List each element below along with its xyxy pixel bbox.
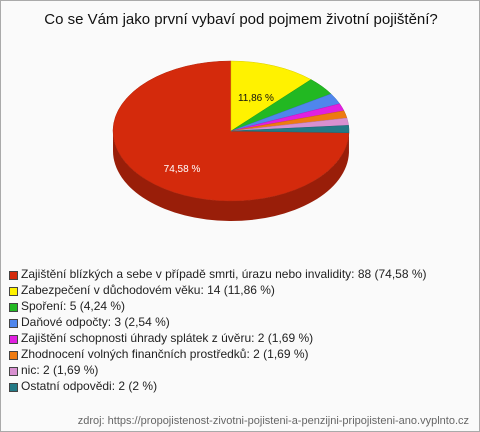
legend-swatch [9,383,18,392]
legend-swatch [9,271,18,280]
legend-swatch [9,319,18,328]
slice [230,125,350,134]
legend-swatch [9,351,18,360]
legend-item: Zabezpečení v důchodovém věku: 14 (11,86… [9,283,469,298]
legend-label: Daňové odpočty: 3 (2,54 %) [21,315,170,329]
chart-title: Co se Vám jako první vybaví pod pojmem ž… [44,11,438,28]
legend-label: Zajištění schopnosti úhrady splátek z úv… [21,331,314,345]
legend-label: Zhodnocení volných finančních prostředků… [21,347,309,361]
pie-area: Co se Vám jako první vybaví pod pojmem ž… [44,11,438,222]
slice-side [112,131,349,222]
legend-swatch [9,303,18,312]
legend-item: Ostatní odpovědi: 2 (2 %) [9,379,469,394]
slice [230,60,312,132]
legend-item: nic: 2 (1,69 %) [9,363,469,378]
data-label: 74,58 % [164,164,201,175]
legend: Zajištění blízkých a sebe v případě smrt… [9,267,469,395]
legend-item: Spoření: 5 (4,24 %) [9,299,469,314]
legend-item: Zajištění blízkých a sebe v případě smrt… [9,267,469,282]
legend-item: Zajištění schopnosti úhrady splátek z úv… [9,331,469,346]
legend-item: Zhodnocení volných finančních prostředků… [9,347,469,362]
legend-label: Ostatní odpovědi: 2 (2 %) [21,379,158,393]
legend-swatch [9,367,18,376]
data-label: 11,86 % [238,93,274,104]
legend-label: Spoření: 5 (4,24 %) [21,299,126,313]
legend-label: Zajištění blízkých a sebe v případě smrt… [21,267,427,281]
source: zdroj: https://propojistenost-zivotni-po… [77,415,469,427]
legend-swatch [9,287,18,296]
legend-item: Daňové odpočty: 3 (2,54 %) [9,315,469,330]
legend-swatch [9,335,18,344]
legend-label: Zabezpečení v důchodovém věku: 14 (11,86… [21,283,275,297]
legend-label: nic: 2 (1,69 %) [21,363,99,377]
